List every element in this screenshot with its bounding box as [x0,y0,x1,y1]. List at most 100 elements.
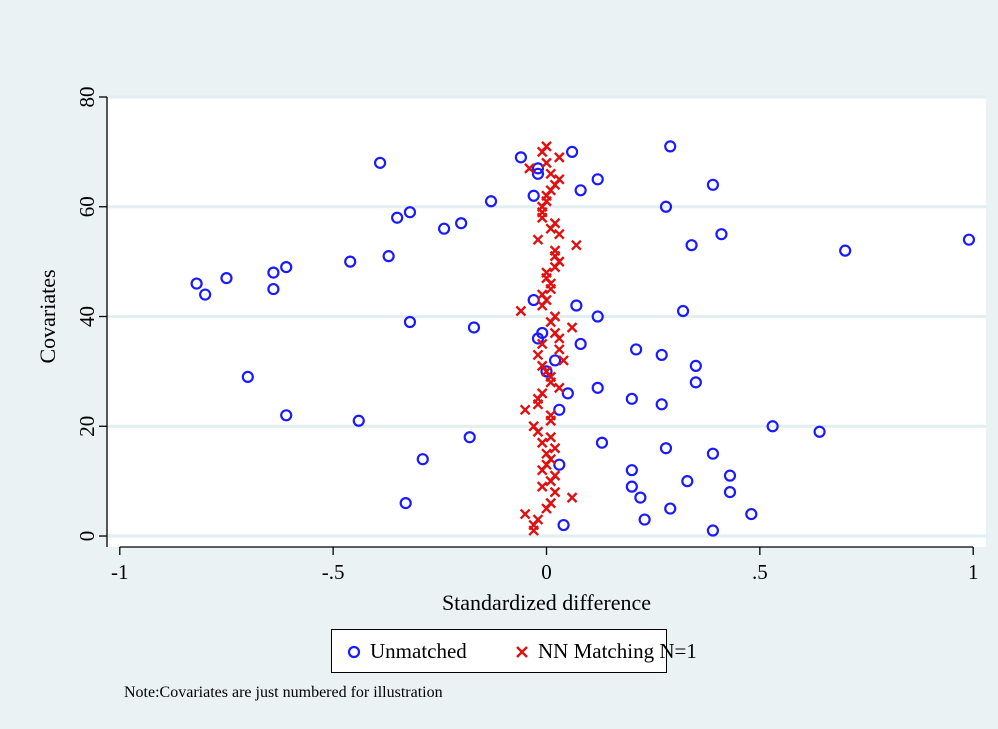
data-point-unmatched [766,420,779,433]
data-point-unmatched [591,381,604,394]
data-point-unmatched [570,299,583,312]
data-point-nn-matching [566,322,578,333]
data-point-nn-matching [549,470,561,482]
data-point-unmatched [625,464,638,477]
data-point-nn-matching [553,344,565,355]
data-point-nn-matching [571,239,582,251]
data-point-unmatched [655,398,668,411]
data-point-nn-matching [545,409,557,421]
data-point-nn-matching [541,141,552,152]
data-point-nn-matching [519,404,531,416]
x-tick-label: .5 [752,560,768,584]
y-tick-label: 40 [75,306,99,327]
x-axis-title: Standardized difference [442,590,651,615]
data-point-unmatched [536,326,549,340]
data-point-nn-matching [549,486,561,498]
data-point-unmatched [437,222,451,235]
x-tick-label: 1 [968,560,979,584]
y-tick-label: 20 [75,416,99,437]
data-point-nn-matching [536,360,548,372]
data-point-nn-matching [524,162,535,174]
data-point-unmatched [527,189,540,202]
data-point-unmatched [706,524,720,537]
data-point-unmatched [463,431,476,444]
plot-area [107,97,986,547]
data-point-unmatched [689,376,702,389]
data-point-unmatched [634,491,647,504]
legend-marker-unmatched [347,645,361,659]
data-point-unmatched [685,239,698,252]
data-point-nn-matching [541,157,552,169]
data-point-nn-matching [545,497,557,509]
data-point-nn-matching [553,173,565,185]
data-point-nn-matching [553,382,565,394]
data-point-nn-matching [541,267,552,278]
data-point-unmatched [484,195,498,208]
data-point-unmatched [416,453,429,466]
data-point-unmatched [280,261,293,274]
data-point-unmatched [199,288,212,301]
data-point-nn-matching [553,152,565,163]
data-point-unmatched [531,162,545,175]
data-point-unmatched [664,140,677,153]
data-point-unmatched [839,244,852,257]
data-point-nn-matching [536,289,548,300]
data-point-unmatched [220,271,233,285]
data-point-unmatched [595,436,609,449]
data-point-unmatched [561,387,574,400]
data-point-nn-matching [536,437,548,449]
data-point-unmatched [467,321,481,334]
y-tick-label: 80 [75,87,99,108]
data-point-nn-matching [536,387,548,399]
data-point-unmatched [574,184,587,197]
data-point-unmatched [574,337,587,351]
data-point-nn-matching [536,481,548,492]
data-point-unmatched [655,348,668,362]
y-tick-label: 60 [75,196,99,217]
data-point-unmatched [659,200,673,213]
data-point-nn-matching [549,327,561,339]
data-point-unmatched [715,228,728,241]
y-tick-label: 0 [75,531,99,542]
data-point-unmatched [689,359,702,373]
data-point-unmatched [403,206,417,219]
data-point-unmatched [591,173,604,186]
legend-label-unmatched: Unmatched [370,639,467,663]
legend: Unmatched NN Matching N=1 [331,629,697,673]
data-point-unmatched [566,145,579,158]
data-point-unmatched [706,178,720,191]
grid-lines [107,95,986,538]
data-point-nn-matching [541,448,552,460]
data-point-unmatched [399,496,412,510]
data-point-unmatched [382,250,395,263]
data-point-unmatched [813,425,826,438]
data-point-unmatched [625,480,638,493]
data-point-unmatched [630,343,643,356]
data-point-nn-matching [545,168,557,180]
data-point-nn-matching [532,514,544,525]
data-point-nn-matching [549,311,561,322]
data-point-unmatched [190,277,203,290]
data-point-unmatched [664,502,677,515]
data-point-unmatched [638,513,651,526]
data-point-unmatched [527,293,540,307]
data-point-unmatched [706,447,720,460]
x-tick-label: -1 [111,560,129,584]
data-point-unmatched [344,255,357,268]
figure-note: Note:Covariates are just numbered for il… [124,684,443,701]
data-point-unmatched [540,365,553,378]
data-point-nn-matching [528,420,540,432]
data-point-unmatched [591,310,604,323]
legend-marker-nn-matching [516,646,528,658]
data-point-unmatched [553,403,566,416]
data-point-unmatched [373,156,387,169]
y-axis-title: Covariates [35,269,60,363]
data-point-unmatched [659,442,673,455]
series-unmatched [190,140,976,537]
data-point-nn-matching [515,305,527,317]
x-tick-label: 0 [541,560,552,584]
data-point-unmatched [455,217,468,230]
data-point-unmatched [403,315,417,329]
data-point-nn-matching [549,442,561,454]
